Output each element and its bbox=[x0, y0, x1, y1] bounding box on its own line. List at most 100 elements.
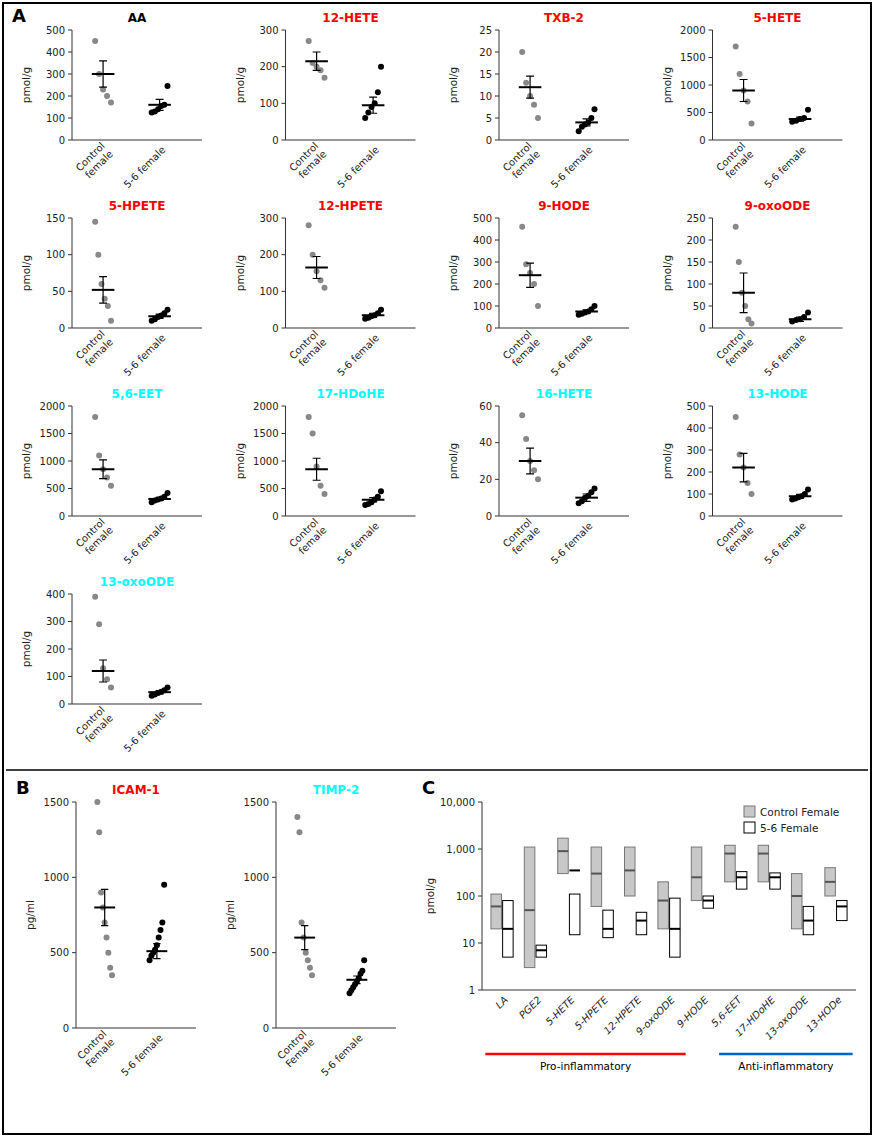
data-point bbox=[306, 38, 312, 44]
x-tick-label: Controlfemale bbox=[74, 516, 115, 557]
x-tick-label: 5-6 female bbox=[549, 520, 595, 566]
y-tick bbox=[282, 406, 286, 407]
y-axis-line bbox=[72, 30, 73, 140]
x-tick-label-line: female bbox=[83, 148, 115, 180]
y-tick-label: 15 bbox=[479, 69, 492, 80]
y-tick-label: 100 bbox=[686, 489, 705, 500]
data-point bbox=[98, 889, 104, 895]
x-tick-label: 5-6 female bbox=[549, 144, 595, 190]
data-point bbox=[361, 957, 367, 963]
y-axis-line bbox=[712, 406, 713, 516]
sem-error-bar bbox=[796, 317, 804, 321]
data-point bbox=[745, 480, 751, 486]
y-tick-label: 500 bbox=[250, 947, 269, 958]
range-box bbox=[658, 882, 669, 929]
y-tick-label: 40 bbox=[479, 437, 492, 448]
x-tick-label-line: 5-6 female bbox=[335, 144, 381, 190]
strip-panel: ICAM-1050010001500pg/mlControlFemale5-6 … bbox=[24, 783, 196, 1078]
y-tick bbox=[282, 291, 286, 292]
data-point bbox=[109, 972, 115, 978]
sem-error-bar bbox=[313, 52, 321, 70]
x-tick-label-line: 5-6 female bbox=[122, 520, 168, 566]
x-tick-label-line: female bbox=[296, 524, 328, 556]
y-tick bbox=[478, 943, 482, 944]
x-tick-label-line: female bbox=[296, 148, 328, 180]
y-tick-label: 50 bbox=[693, 301, 706, 312]
x-tick-label-line: 5-6 female bbox=[762, 332, 808, 378]
plot-marks bbox=[92, 594, 171, 699]
y-tick bbox=[282, 461, 286, 462]
x-tick-label: 5-HETE bbox=[543, 994, 577, 1028]
mean-line bbox=[636, 920, 647, 922]
mean-line bbox=[362, 314, 385, 316]
y-axis-label: pg/ml bbox=[224, 900, 236, 930]
sem-error-bar bbox=[583, 310, 591, 314]
strip-panel: 5-HPETE050100150pmol/gControlfemale5-6 f… bbox=[20, 199, 202, 378]
strip-panel: 5,6-EET0500100015002000pmol/gControlfema… bbox=[20, 387, 202, 566]
x-axis-line bbox=[713, 516, 843, 517]
x-tick-label-line: female bbox=[510, 336, 542, 368]
y-axis-line bbox=[76, 802, 77, 1028]
y-tick bbox=[68, 254, 72, 255]
x-tick-label-line: female bbox=[510, 524, 542, 556]
x-tick-label: 5-6 female bbox=[335, 144, 381, 190]
y-tick bbox=[282, 218, 286, 219]
data-point bbox=[359, 968, 365, 974]
x-tick-label: 5-6 female bbox=[119, 1032, 165, 1078]
data-point bbox=[105, 303, 111, 309]
range-box bbox=[569, 894, 580, 935]
range-box bbox=[636, 912, 647, 934]
y-axis-label: pmol/g bbox=[661, 255, 673, 291]
y-tick bbox=[282, 328, 286, 329]
data-point bbox=[310, 431, 316, 437]
x-tick-label: 5-6 female bbox=[122, 708, 168, 754]
range-box bbox=[591, 847, 602, 906]
y-tick bbox=[282, 30, 286, 31]
y-tick bbox=[709, 450, 713, 451]
y-tick bbox=[72, 877, 76, 878]
x-tick-label-line: LA bbox=[493, 994, 510, 1011]
figure-border bbox=[3, 3, 871, 1134]
y-tick-label: 200 bbox=[686, 235, 705, 246]
y-tick bbox=[495, 262, 499, 263]
x-tick-label: Controlfemale bbox=[714, 328, 755, 369]
data-point bbox=[523, 261, 529, 267]
x-tick-label-line: 5-6 female bbox=[122, 144, 168, 190]
mean-line bbox=[789, 118, 812, 120]
data-point bbox=[156, 935, 162, 941]
title: 9-HODE bbox=[538, 199, 590, 213]
x-tick-label: Controlfemale bbox=[74, 328, 115, 369]
data-point bbox=[519, 49, 525, 55]
y-tick-label: 20 bbox=[479, 474, 492, 485]
y-tick bbox=[495, 240, 499, 241]
y-axis-label: pmol/g bbox=[20, 443, 32, 479]
sem-error-bar bbox=[796, 494, 804, 498]
y-tick-label: 0 bbox=[59, 135, 65, 146]
data-point bbox=[749, 491, 755, 497]
sem-error-bar bbox=[301, 926, 308, 950]
y-tick-label: 2000 bbox=[253, 401, 278, 412]
strip-panel: 12-HETE0100200300pmol/gControlfemale5-6 … bbox=[234, 11, 416, 190]
x-tick-label-line: 5-6 female bbox=[319, 1032, 365, 1078]
sem-error-bar bbox=[369, 97, 377, 113]
strip-panel: 9-HODE0100200300400500pmol/gControlfemal… bbox=[447, 199, 629, 378]
panel-separator bbox=[6, 769, 868, 771]
x-tick-label: 9-oxoODE bbox=[634, 994, 678, 1038]
data-point bbox=[96, 453, 102, 459]
x-axis-line bbox=[76, 1028, 196, 1029]
data-point bbox=[104, 475, 110, 481]
mean-line bbox=[603, 928, 614, 930]
y-axis-label: pmol/g bbox=[447, 443, 459, 479]
sem-error-bar bbox=[526, 263, 534, 287]
sem-error-bar bbox=[740, 80, 748, 102]
range-box bbox=[825, 868, 836, 896]
range-box bbox=[491, 894, 502, 929]
y-tick-label: 500 bbox=[46, 483, 65, 494]
x-tick-label-line: female bbox=[83, 336, 115, 368]
mean-line bbox=[558, 850, 569, 852]
data-point bbox=[159, 920, 165, 926]
y-tick bbox=[709, 472, 713, 473]
y-tick bbox=[272, 877, 276, 878]
mean-line bbox=[524, 909, 535, 911]
x-tick-label: 5-6 female bbox=[762, 332, 808, 378]
